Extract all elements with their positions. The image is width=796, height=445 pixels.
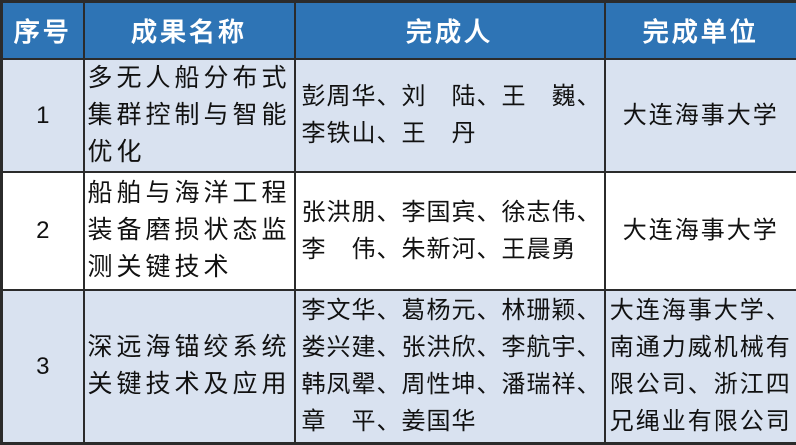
table-row: 2 船舶与海洋工程 装备磨损状态监 测关键技术 张洪朋、李国宾、徐志伟、 李 伟… [2,172,796,290]
achievement-name-cell: 船舶与海洋工程 装备磨损状态监 测关键技术 [84,172,295,290]
col-header-serial: 序号 [2,2,84,59]
table-row: 3 深远海锚绞系统 关键技术及应用 李文华、葛杨元、林珊颖、 娄兴建、张洪欣、李… [2,290,796,444]
contributors-cell: 李文华、葛杨元、林珊颖、 娄兴建、张洪欣、李航宇、 韩凤翚、周性坤、潘瑞祥、 章… [295,290,605,444]
header-row: 序号 成果名称 完成人 完成单位 [2,2,796,59]
table-row: 1 多无人船分布式 集群控制与智能 优化 彭周华、刘 陆、王 巍、 李铁山、王 … [2,59,796,172]
col-header-achievement: 成果名称 [84,2,295,59]
achievement-name-cell: 深远海锚绞系统 关键技术及应用 [84,290,295,444]
serial-cell: 3 [2,290,84,444]
organizations-cell: 大连海事大学 [605,59,796,172]
col-header-organizations: 完成单位 [605,2,796,59]
contributors-cell: 张洪朋、李国宾、徐志伟、 李 伟、朱新河、王晨勇 [295,172,605,290]
achievement-name-cell: 多无人船分布式 集群控制与智能 优化 [84,59,295,172]
serial-cell: 2 [2,172,84,290]
contributors-cell: 彭周华、刘 陆、王 巍、 李铁山、王 丹 [295,59,605,172]
organizations-cell: 大连海事大学 [605,172,796,290]
organizations-cell: 大连海事大学、 南通力威机械有 限公司、浙江四 兄绳业有限公司 [605,290,796,444]
serial-cell: 1 [2,59,84,172]
col-header-contributors: 完成人 [295,2,605,59]
